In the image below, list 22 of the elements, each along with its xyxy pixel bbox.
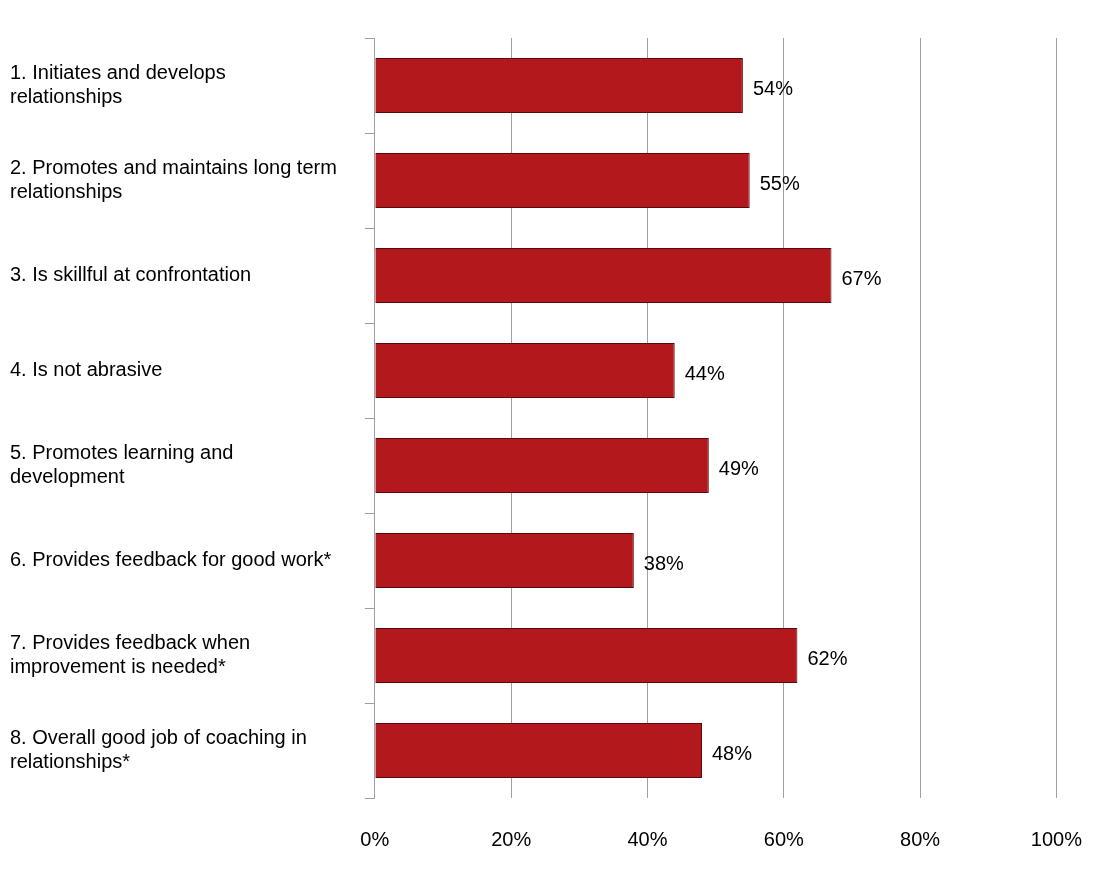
x-tick-label: 20% bbox=[491, 827, 532, 850]
data-label: 44% bbox=[684, 362, 725, 385]
data-label: 55% bbox=[759, 172, 800, 195]
y-tick-label: 1. Initiates and develops relationships bbox=[10, 61, 226, 108]
y-tick-label: 2. Promotes and maintains long term relationships bbox=[10, 156, 337, 203]
data-label: 38% bbox=[643, 552, 685, 575]
data-label: 62% bbox=[807, 647, 848, 670]
y-tick-label: 6. Provides feedback for good work* bbox=[10, 548, 332, 571]
y-tick-label: 4. Is not abrasive bbox=[10, 358, 163, 381]
x-tick-label: 40% bbox=[627, 827, 668, 850]
y-tick-label: 8. Overall good job of coaching in relationships* bbox=[10, 726, 307, 773]
x-tick-label: 100% bbox=[1030, 827, 1083, 850]
data-label: 48% bbox=[711, 742, 753, 765]
data-label: 67% bbox=[841, 267, 882, 290]
data-label: 49% bbox=[718, 457, 760, 480]
x-tick-label: 0% bbox=[360, 827, 390, 850]
y-tick-label: 7. Provides feedback when improvement is needed* bbox=[10, 631, 251, 678]
x-tick-label: 80% bbox=[900, 827, 941, 850]
y-tick-label: 5. Promotes learning and development bbox=[10, 441, 234, 488]
x-tick-label: 60% bbox=[763, 827, 805, 850]
data-label: 54% bbox=[752, 77, 794, 100]
y-tick-label: 3. Is skillful at confrontation bbox=[10, 263, 252, 286]
